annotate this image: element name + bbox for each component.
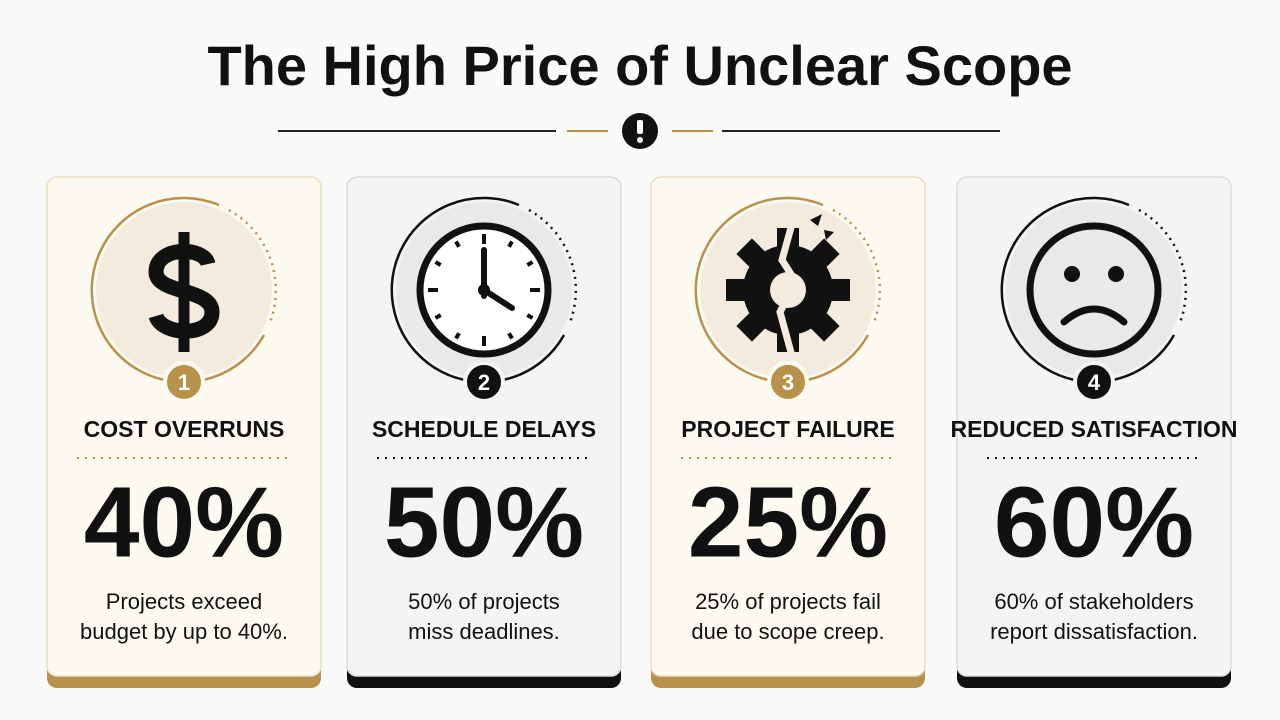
icon-ring	[390, 196, 566, 384]
badge	[767, 361, 809, 403]
card-heading: PROJECT FAILURE	[681, 416, 894, 442]
icon-ring	[90, 196, 266, 384]
badge	[463, 361, 505, 403]
clock-tick	[507, 332, 514, 340]
card: 4 REDUCED SATISFACTION 60% 60% of stakehold…	[950, 176, 1238, 688]
face-mouth	[1060, 305, 1128, 326]
stat: 50%	[384, 466, 584, 578]
clock-tick	[526, 313, 534, 320]
description: report dissatisfaction.	[990, 619, 1198, 644]
description: Projects exceed	[106, 589, 263, 614]
gear-shard	[810, 214, 834, 240]
clock-tick	[434, 260, 442, 267]
badge-number: 2	[478, 370, 490, 395]
gear-crack	[776, 223, 801, 357]
clock-tick	[454, 332, 461, 340]
face-icon	[1026, 222, 1162, 358]
cards: 1 COST OVERRUNS 40% Projects exceed budget b…	[46, 176, 1238, 688]
card: 3 PROJECT FAILURE 25% 25% of projects fail d…	[650, 176, 926, 688]
card-heading: REDUCED SATISFACTION	[950, 416, 1237, 442]
description: 50% of projects	[408, 589, 560, 614]
stat: 60%	[994, 466, 1194, 578]
face-eye	[1108, 266, 1124, 282]
card: 2 SCHEDULE DELAYS 50% 50% of projects miss d…	[346, 176, 622, 688]
badge-number: 1	[178, 370, 190, 395]
description: 60% of stakeholders	[994, 589, 1193, 614]
divider	[278, 113, 1000, 149]
badge	[1073, 361, 1115, 403]
card-heading: SCHEDULE DELAYS	[372, 416, 596, 442]
description: miss deadlines.	[408, 619, 560, 644]
icon-ring	[1000, 196, 1176, 384]
stat: 40%	[84, 466, 284, 578]
clock-tick	[454, 240, 461, 248]
clock-tick	[507, 240, 514, 248]
title: The High Price of Unclear Scope	[207, 34, 1072, 97]
stat: 25%	[688, 466, 888, 578]
card: 1 COST OVERRUNS 40% Projects exceed budget b…	[46, 176, 322, 688]
badge-number: 4	[1088, 370, 1101, 395]
description: due to scope creep.	[691, 619, 884, 644]
badge	[163, 361, 205, 403]
face-eye	[1064, 266, 1080, 282]
clock-tick	[526, 260, 534, 267]
card-heading: COST OVERRUNS	[84, 416, 285, 442]
description: budget by up to 40%.	[80, 619, 288, 644]
icon-ring	[694, 196, 870, 384]
badge-number: 3	[782, 370, 794, 395]
clock-tick	[434, 313, 442, 320]
description: 25% of projects fail	[695, 589, 881, 614]
clock-center	[478, 284, 490, 296]
